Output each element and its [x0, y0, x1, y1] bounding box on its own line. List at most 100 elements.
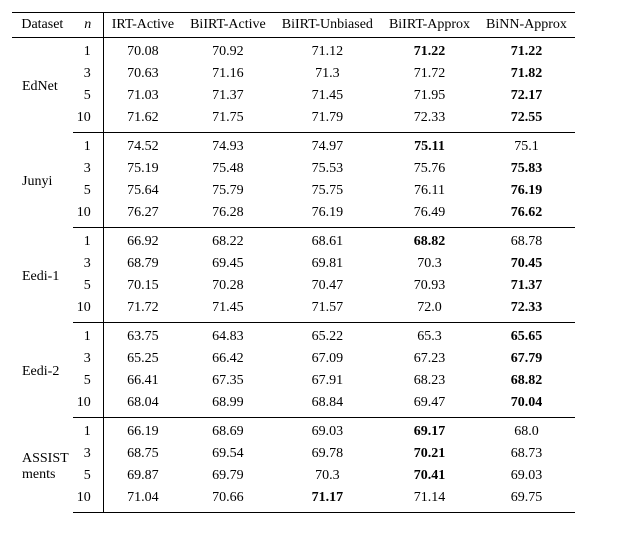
table-row: 368.7569.5469.7870.2168.73 [12, 443, 575, 465]
value-cell: 70.92 [182, 38, 274, 64]
value-cell: 67.91 [274, 370, 381, 392]
n-cell: 3 [73, 253, 104, 275]
value-cell: 71.22 [478, 38, 575, 64]
value-cell: 75.75 [274, 180, 381, 202]
value-cell: 68.23 [381, 370, 478, 392]
value-cell: 68.61 [274, 228, 381, 254]
value-cell: 76.28 [182, 202, 274, 228]
value-cell: 68.0 [478, 418, 575, 444]
value-cell: 68.84 [274, 392, 381, 418]
value-cell: 69.03 [274, 418, 381, 444]
n-cell: 5 [73, 465, 104, 487]
value-cell: 70.66 [182, 487, 274, 513]
hdr-dataset: Dataset [12, 13, 73, 38]
value-cell: 71.37 [182, 85, 274, 107]
n-cell: 10 [73, 202, 104, 228]
hdr-col-4: BiNN-Approx [478, 13, 575, 38]
hdr-n: n [73, 13, 104, 38]
value-cell: 68.99 [182, 392, 274, 418]
value-cell: 71.37 [478, 275, 575, 297]
table-row: EdNet170.0870.9271.1271.2271.22 [12, 38, 575, 64]
value-cell: 68.79 [103, 253, 182, 275]
n-cell: 5 [73, 275, 104, 297]
value-cell: 74.97 [274, 133, 381, 159]
value-cell: 70.3 [381, 253, 478, 275]
value-cell: 69.17 [381, 418, 478, 444]
value-cell: 72.17 [478, 85, 575, 107]
value-cell: 76.27 [103, 202, 182, 228]
value-cell: 65.25 [103, 348, 182, 370]
table-row: Junyi174.5274.9374.9775.1175.1 [12, 133, 575, 159]
value-cell: 71.45 [274, 85, 381, 107]
value-cell: 74.93 [182, 133, 274, 159]
value-cell: 72.55 [478, 107, 575, 133]
table-header: Dataset n IRT-Active BiIRT-Active BiIRT-… [12, 13, 575, 38]
value-cell: 68.69 [182, 418, 274, 444]
value-cell: 71.22 [381, 38, 478, 64]
table-row: 566.4167.3567.9168.2368.82 [12, 370, 575, 392]
value-cell: 68.22 [182, 228, 274, 254]
value-cell: 67.23 [381, 348, 478, 370]
table-body: EdNet170.0870.9271.1271.2271.22370.6371.… [12, 38, 575, 513]
value-cell: 76.49 [381, 202, 478, 228]
value-cell: 74.52 [103, 133, 182, 159]
n-cell: 3 [73, 158, 104, 180]
value-cell: 71.75 [182, 107, 274, 133]
value-cell: 66.92 [103, 228, 182, 254]
n-cell: 5 [73, 180, 104, 202]
table-row: 370.6371.1671.371.7271.82 [12, 63, 575, 85]
value-cell: 71.79 [274, 107, 381, 133]
value-cell: 76.19 [274, 202, 381, 228]
n-cell: 1 [73, 133, 104, 159]
value-cell: 70.04 [478, 392, 575, 418]
dataset-cell: ASSIST ments [12, 418, 73, 513]
dataset-cell: Eedi-1 [12, 228, 73, 323]
table-row: 570.1570.2870.4770.9371.37 [12, 275, 575, 297]
value-cell: 69.81 [274, 253, 381, 275]
value-cell: 75.64 [103, 180, 182, 202]
table-row: 569.8769.7970.370.4169.03 [12, 465, 575, 487]
value-cell: 76.19 [478, 180, 575, 202]
n-cell: 5 [73, 85, 104, 107]
table-row: 375.1975.4875.5375.7675.83 [12, 158, 575, 180]
table-row: 365.2566.4267.0967.2367.79 [12, 348, 575, 370]
table-row: 1071.0470.6671.1771.1469.75 [12, 487, 575, 513]
dataset-cell: EdNet [12, 38, 73, 133]
n-cell: 1 [73, 38, 104, 64]
table-row: 1068.0468.9968.8469.4770.04 [12, 392, 575, 418]
value-cell: 70.93 [381, 275, 478, 297]
value-cell: 68.73 [478, 443, 575, 465]
value-cell: 67.35 [182, 370, 274, 392]
value-cell: 72.0 [381, 297, 478, 323]
value-cell: 75.83 [478, 158, 575, 180]
value-cell: 69.03 [478, 465, 575, 487]
value-cell: 71.72 [103, 297, 182, 323]
table-row: 368.7969.4569.8170.370.45 [12, 253, 575, 275]
value-cell: 69.75 [478, 487, 575, 513]
table-row: 1076.2776.2876.1976.4976.62 [12, 202, 575, 228]
value-cell: 75.79 [182, 180, 274, 202]
value-cell: 63.75 [103, 323, 182, 349]
hdr-col-3: BiIRT-Approx [381, 13, 478, 38]
value-cell: 69.47 [381, 392, 478, 418]
value-cell: 71.16 [182, 63, 274, 85]
value-cell: 75.76 [381, 158, 478, 180]
value-cell: 71.95 [381, 85, 478, 107]
value-cell: 71.14 [381, 487, 478, 513]
n-cell: 3 [73, 348, 104, 370]
value-cell: 71.57 [274, 297, 381, 323]
hdr-col-1: BiIRT-Active [182, 13, 274, 38]
table-row: Eedi-1166.9268.2268.6168.8268.78 [12, 228, 575, 254]
value-cell: 71.04 [103, 487, 182, 513]
value-cell: 70.15 [103, 275, 182, 297]
table-row: ASSIST ments166.1968.6969.0369.1768.0 [12, 418, 575, 444]
value-cell: 65.65 [478, 323, 575, 349]
value-cell: 71.82 [478, 63, 575, 85]
n-cell: 10 [73, 297, 104, 323]
value-cell: 75.53 [274, 158, 381, 180]
value-cell: 64.83 [182, 323, 274, 349]
value-cell: 75.1 [478, 133, 575, 159]
value-cell: 71.72 [381, 63, 478, 85]
n-cell: 3 [73, 63, 104, 85]
value-cell: 69.54 [182, 443, 274, 465]
